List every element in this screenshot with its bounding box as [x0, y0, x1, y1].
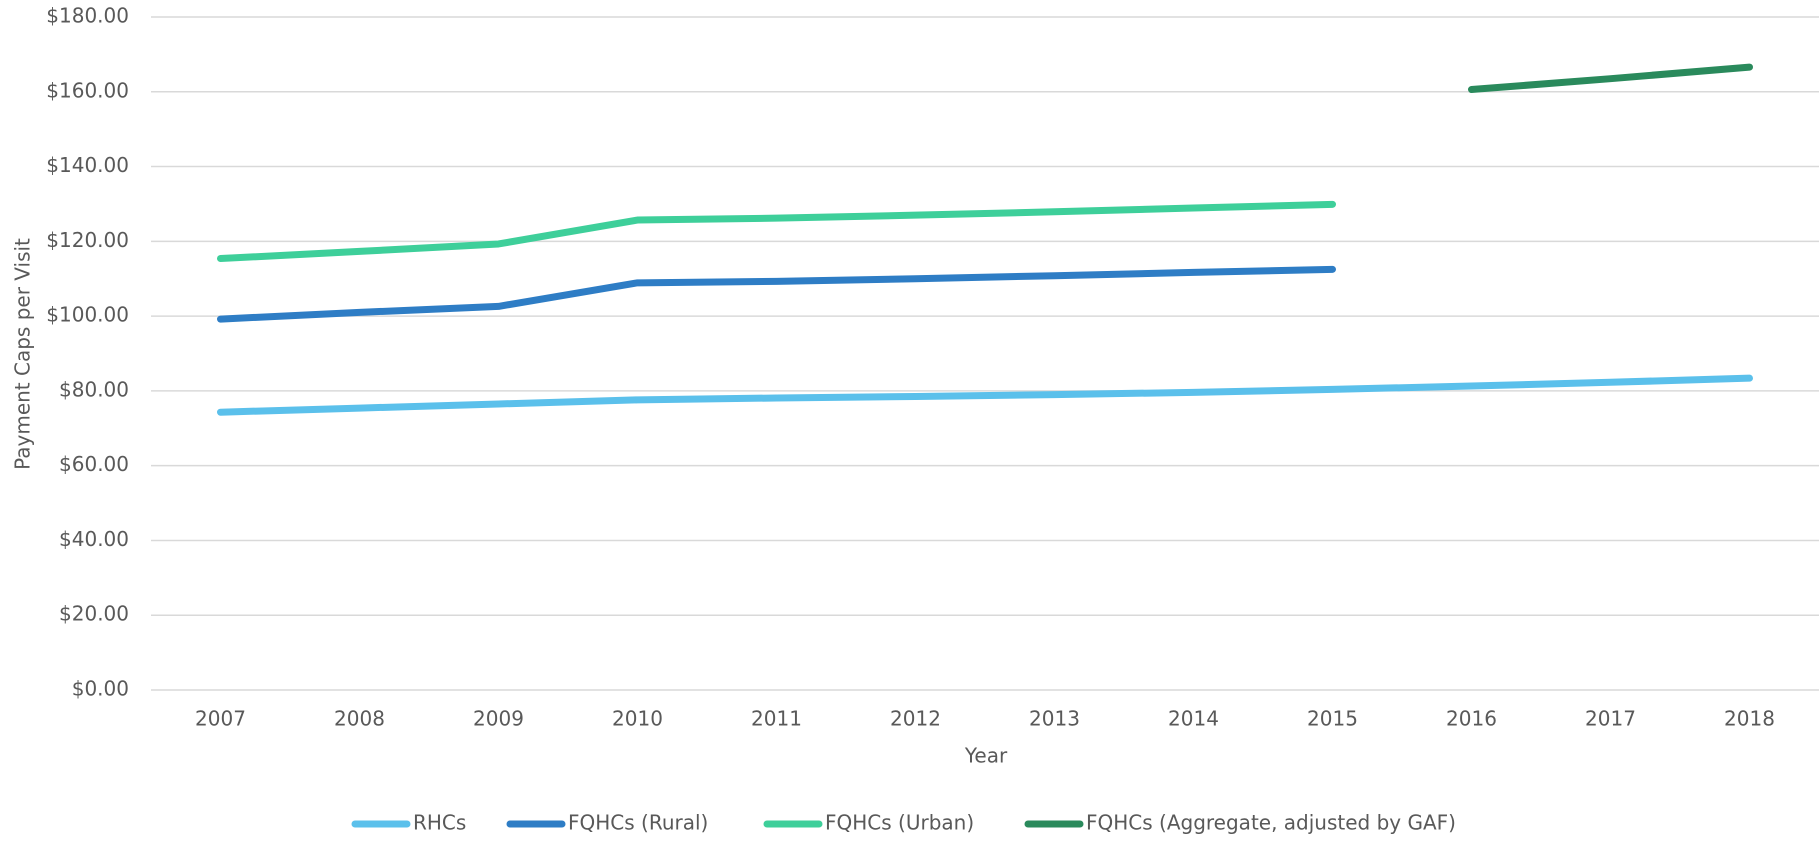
y-tick-label: $140.00: [46, 153, 129, 177]
x-tick-label: 2011: [751, 707, 802, 731]
series-line: [217, 265, 1336, 323]
x-tick-label: 2007: [195, 707, 246, 731]
series-line: [1468, 63, 1753, 94]
x-tick-label: 2009: [473, 707, 524, 731]
x-tick-label: 2017: [1585, 707, 1636, 731]
y-axis-label: Payment Caps per Visit: [11, 238, 35, 470]
x-tick-label: 2013: [1029, 707, 1080, 731]
y-tick-label: $100.00: [46, 303, 129, 327]
x-tick-label: 2014: [1168, 707, 1219, 731]
y-tick-label: $60.00: [59, 452, 129, 476]
y-tick-label: $0.00: [72, 677, 129, 701]
x-tick-label: 2016: [1446, 707, 1497, 731]
series-line: [217, 374, 1753, 416]
legend-label: FQHCs (Urban): [825, 811, 974, 835]
y-tick-label: $180.00: [46, 4, 129, 28]
y-tick-label: $160.00: [46, 78, 129, 102]
x-tick-label: 2010: [612, 707, 663, 731]
x-axis-label: Year: [964, 744, 1008, 768]
x-tick-label: 2008: [334, 707, 385, 731]
legend-label: FQHCs (Rural): [568, 811, 708, 835]
y-tick-label: $20.00: [59, 602, 129, 626]
x-tick-label: 2018: [1724, 707, 1775, 731]
y-tick-label: $80.00: [59, 377, 129, 401]
legend-label: FQHCs (Aggregate, adjusted by GAF): [1086, 811, 1456, 835]
y-tick-label: $120.00: [46, 228, 129, 252]
y-tick-label: $40.00: [59, 527, 129, 551]
series-line: [217, 200, 1336, 263]
x-tick-label: 2012: [890, 707, 941, 731]
legend-label: RHCs: [413, 811, 466, 835]
x-tick-label: 2015: [1307, 707, 1358, 731]
